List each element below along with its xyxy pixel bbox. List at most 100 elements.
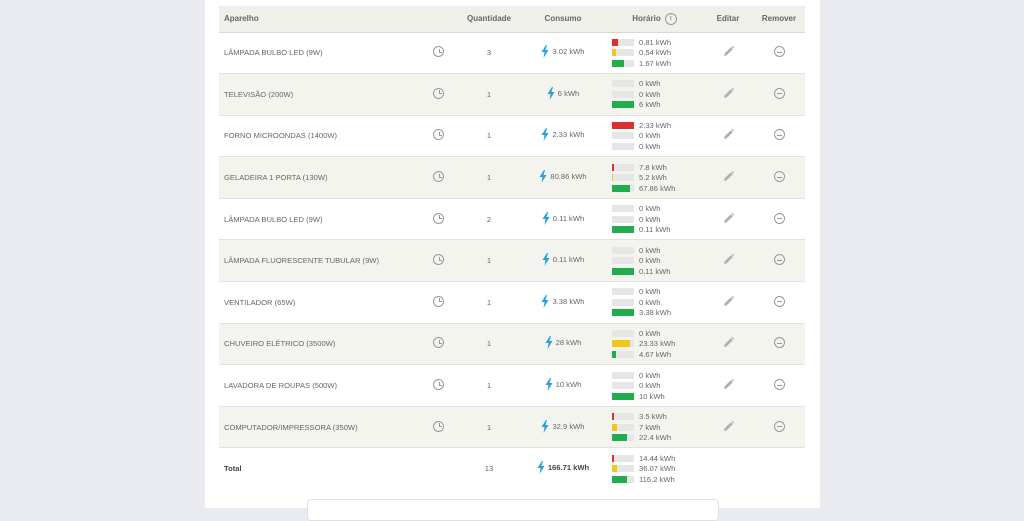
- appliance-name: CHUVEIRO ELÉTRICO (3500W): [224, 339, 336, 349]
- minus-circle-icon[interactable]: [773, 87, 785, 99]
- minus-circle-icon[interactable]: [773, 171, 785, 183]
- table-row: VENTILADOR (65W) 1 3.38 kWh 0 kWh 0 kWh 3.…: [219, 282, 805, 324]
- edit-cell: [703, 240, 753, 282]
- table-row: LÂMPADA BULBO LED (9W) 2 0.11 kWh 0 kWh 0…: [219, 198, 805, 240]
- clock-icon[interactable]: [433, 171, 444, 183]
- pencil-icon[interactable]: [722, 336, 735, 349]
- clock-icon[interactable]: [433, 379, 444, 391]
- consumption-value: 0.11 kWh: [552, 255, 585, 265]
- clock-icon[interactable]: [433, 46, 444, 58]
- schedule-cell: [419, 198, 458, 240]
- usage-value: 0.81 kWh: [639, 37, 672, 47]
- minus-circle-icon[interactable]: [773, 337, 785, 349]
- minus-circle-icon[interactable]: [773, 254, 785, 266]
- schedule-bar-red: 0 kWh: [612, 328, 703, 339]
- schedule-bar-yellow: 0 kWh: [612, 89, 703, 100]
- clock-icon[interactable]: [433, 129, 444, 141]
- schedule-bar-yellow: 0 kWh: [612, 214, 703, 225]
- usage-bar: [612, 142, 634, 150]
- pencil-icon[interactable]: [722, 295, 735, 308]
- pencil-icon[interactable]: [722, 378, 735, 391]
- usage-bar: [612, 475, 634, 483]
- bottom-panel: [307, 499, 719, 521]
- usage-value: 0 kWh: [639, 328, 661, 338]
- usage-bar-fill: [612, 454, 614, 462]
- edit-cell: [703, 115, 753, 157]
- usage-bar: [612, 267, 634, 275]
- usage-bar-fill: [612, 226, 634, 234]
- pencil-icon[interactable]: [722, 420, 735, 433]
- usage-value: 0 kWh: [639, 297, 661, 307]
- usage-bar-fill: [612, 267, 634, 275]
- appliance-name: VENTILADOR (65W): [224, 297, 296, 307]
- header-edit: Editar: [703, 6, 753, 33]
- header-quantity: Quantidade: [458, 6, 520, 33]
- usage-bar: [612, 121, 634, 129]
- usage-bar-fill: [612, 423, 617, 431]
- usage-bar-fill: [612, 38, 618, 46]
- table-header: Aparelho Quantidade Consumo Horário i Edi…: [219, 6, 805, 33]
- usage-value: 0 kWh: [639, 214, 661, 224]
- schedule-bar-green: 22.4 kWh: [612, 432, 703, 443]
- schedule-bar-yellow: 0 kWh: [612, 131, 703, 142]
- quantity-value: 1: [486, 381, 492, 391]
- usage-value: 6 kWh: [639, 100, 661, 110]
- clock-icon[interactable]: [433, 254, 444, 266]
- clock-icon[interactable]: [433, 212, 444, 224]
- lightning-bolt-icon: [545, 336, 553, 350]
- usage-bar: [612, 454, 634, 462]
- schedule-bars: 0 kWh 0 kWh 6 kWh: [606, 74, 703, 116]
- lightning-bolt-icon: [542, 211, 550, 225]
- usage-value: 0 kWh: [639, 89, 661, 99]
- schedule-bars: 0.81 kWh 0.54 kWh 1.67 kWh: [606, 32, 703, 74]
- minus-circle-icon[interactable]: [773, 420, 785, 432]
- info-icon[interactable]: i: [664, 12, 677, 25]
- clock-icon[interactable]: [433, 420, 444, 432]
- usage-value: 0.11 kWh: [639, 266, 671, 276]
- minus-circle-icon[interactable]: [773, 129, 785, 141]
- schedule-bar-red: 0 kWh: [612, 203, 703, 214]
- schedule-bars: 14.44 kWh 36.07 kWh 116.2 kWh: [606, 448, 703, 490]
- minus-circle-icon[interactable]: [773, 295, 785, 307]
- usage-value: 7.8 kWh: [639, 162, 667, 172]
- usage-bar: [612, 350, 634, 358]
- quantity-value: 1: [486, 339, 492, 349]
- usage-bar: [612, 132, 634, 140]
- clock-icon[interactable]: [433, 295, 444, 307]
- usage-bar: [612, 309, 634, 317]
- remove-cell: [753, 365, 805, 407]
- minus-circle-icon[interactable]: [773, 379, 785, 391]
- clock-icon[interactable]: [433, 87, 444, 99]
- pencil-icon[interactable]: [722, 45, 735, 58]
- pencil-icon[interactable]: [722, 212, 735, 225]
- table-row: CHUVEIRO ELÉTRICO (3500W) 1 28 kWh 0 kWh…: [219, 323, 805, 365]
- usage-bar: [612, 59, 634, 67]
- schedule-bars: 2.33 kWh 0 kWh 0 kWh: [606, 115, 703, 157]
- schedule-bar-green: 6 kWh: [612, 100, 703, 111]
- consumption-value: 2.33 kWh: [552, 130, 585, 140]
- usage-bar: [612, 329, 634, 337]
- consumption-cell: 10 kWh: [520, 365, 606, 407]
- lightning-bolt-icon: [541, 419, 549, 433]
- remove-cell: [753, 157, 805, 199]
- pencil-icon[interactable]: [722, 87, 735, 100]
- quantity-value: 2: [486, 214, 492, 224]
- usage-value: 0 kWh: [639, 79, 661, 89]
- pencil-icon[interactable]: [722, 128, 735, 141]
- pencil-icon[interactable]: [722, 253, 735, 266]
- table-body: LÂMPADA BULBO LED (9W) 3 3.02 kWh 0.81 k…: [219, 32, 805, 490]
- minus-circle-icon[interactable]: [773, 46, 785, 58]
- clock-icon[interactable]: [433, 337, 444, 349]
- remove-cell: [753, 448, 805, 490]
- appliance-name: GELADEIRA 1 PORTA (130W): [224, 173, 328, 183]
- remove-cell: [753, 240, 805, 282]
- consumption-cell: 3.38 kWh: [520, 282, 606, 324]
- appliance-name: FORNO MICROONDAS (1400W): [224, 131, 338, 141]
- minus-circle-icon[interactable]: [773, 212, 785, 224]
- schedule-bars: 0 kWh 0 kWh 3.38 kWh: [606, 282, 703, 324]
- schedule-cell: [419, 74, 458, 116]
- pencil-icon[interactable]: [722, 170, 735, 183]
- schedule-cell: [419, 240, 458, 282]
- remove-cell: [753, 323, 805, 365]
- schedule-bar-red: 0 kWh: [612, 79, 703, 90]
